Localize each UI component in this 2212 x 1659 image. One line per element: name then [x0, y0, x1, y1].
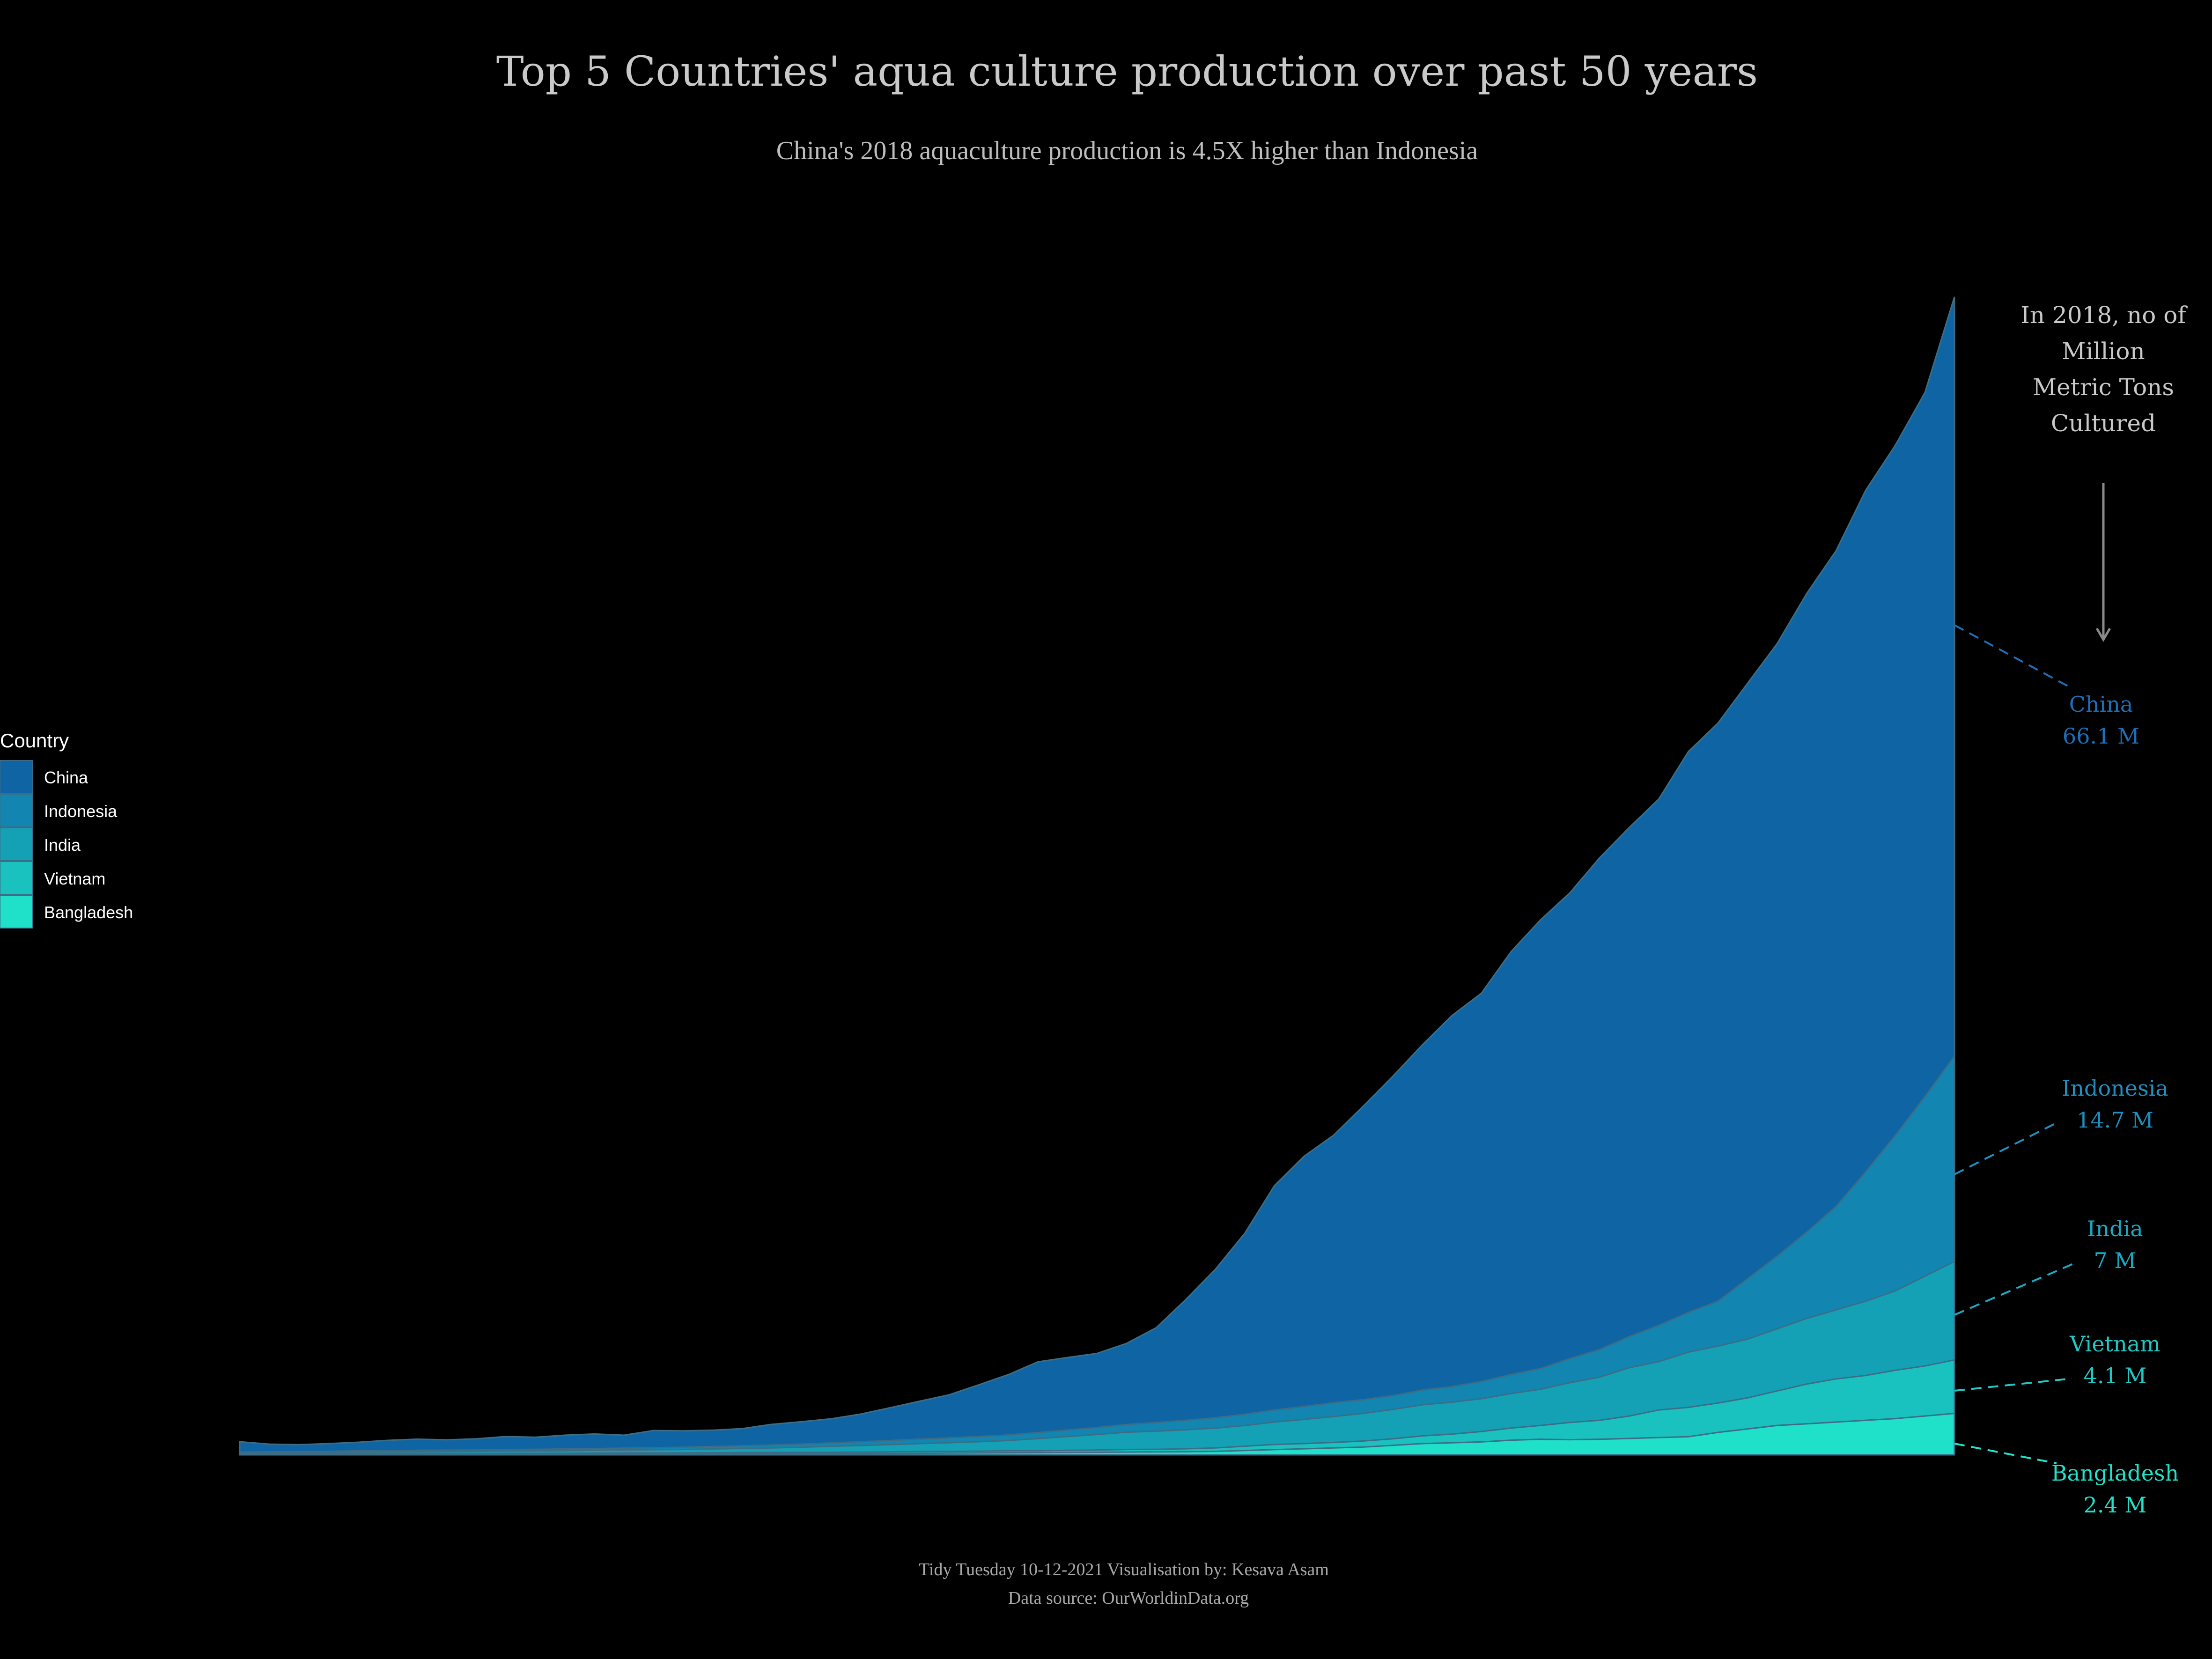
chart-title: Top 5 Countries' aqua culture production…	[496, 47, 1758, 96]
annotation-line-4: Cultured	[2051, 410, 2156, 437]
end-label-value-vietnam: 4.1 M	[2084, 1363, 2147, 1388]
end-label-country-china: China	[2069, 692, 2133, 717]
caption-group: Tidy Tuesday 10-12-2021 Visualisation by…	[919, 1560, 1329, 1608]
caption-credit: Tidy Tuesday 10-12-2021 Visualisation by…	[919, 1560, 1329, 1579]
legend: Country China Indonesia India Vietnam Bangla…	[0, 730, 133, 929]
stacked-areas	[239, 296, 1955, 1456]
annotation-line-3: Metric Tons	[2033, 374, 2174, 401]
leader-line-bangladesh	[1954, 1443, 2057, 1464]
legend-label-india: India	[44, 835, 81, 855]
area-china	[239, 296, 1955, 1453]
legend-swatch-india	[0, 827, 33, 861]
annotation-line-1: In 2018, no of	[2020, 302, 2188, 329]
chart-subtitle: China's 2018 aquaculture production is 4…	[776, 136, 1478, 165]
leader-line-india	[1954, 1262, 2075, 1316]
end-label-value-china: 66.1 M	[2063, 723, 2139, 749]
area-bangladesh	[239, 1412, 1955, 1456]
end-label-country-bangladesh: Bangladesh	[2051, 1460, 2179, 1486]
legend-swatch-vietnam	[0, 861, 33, 895]
end-labels: China 66.1 M Indonesia 14.7 M India 7 M Vietna…	[1954, 624, 2179, 1518]
arrow-head-icon	[2095, 627, 2111, 642]
annotation-group: In 2018, no of Million Metric Tons Cultu…	[2020, 302, 2188, 642]
annotation-line-2: Million	[2062, 338, 2145, 365]
leader-line-vietnam	[1954, 1378, 2072, 1392]
end-label-value-bangladesh: 2.4 M	[2084, 1492, 2147, 1518]
legend-title: Country	[0, 730, 69, 752]
end-label-country-indonesia: Indonesia	[2062, 1076, 2168, 1101]
end-label-country-india: India	[2087, 1216, 2143, 1241]
end-label-country-vietnam: Vietnam	[2069, 1331, 2160, 1357]
leader-line-china	[1954, 624, 2072, 689]
legend-label-vietnam: Vietnam	[44, 869, 105, 888]
end-label-value-indonesia: 14.7 M	[2077, 1107, 2153, 1133]
leader-line-indonesia	[1954, 1122, 2057, 1175]
caption-source: Data source: OurWorldinData.org	[1008, 1588, 1249, 1608]
legend-label-china: China	[44, 768, 88, 787]
legend-label-indonesia: Indonesia	[44, 802, 118, 821]
legend-label-bangladesh: Bangladesh	[44, 903, 133, 922]
end-label-value-india: 7 M	[2094, 1248, 2137, 1273]
legend-swatch-china	[0, 760, 33, 794]
legend-swatch-indonesia	[0, 794, 33, 827]
chart-title-group: Top 5 Countries' aqua culture production…	[496, 47, 1758, 165]
legend-swatch-bangladesh	[0, 895, 33, 929]
